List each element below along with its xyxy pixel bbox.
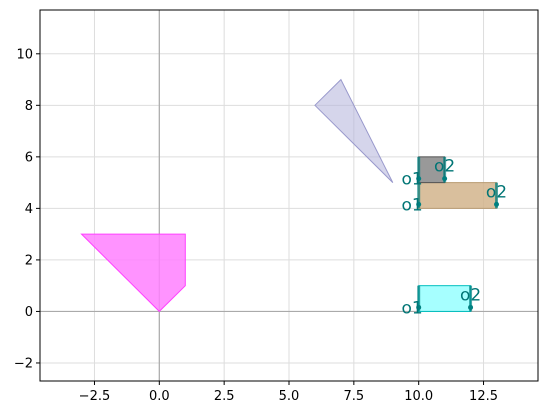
marker-dot bbox=[442, 176, 448, 182]
annotation-label: o1 bbox=[401, 170, 422, 190]
y-tick-label: 6 bbox=[25, 150, 33, 165]
annotation-label: o2 bbox=[460, 286, 481, 306]
marker-dot bbox=[468, 304, 474, 310]
annotation-label: o1 bbox=[401, 195, 422, 215]
annotation-label: o2 bbox=[434, 157, 455, 177]
rect-shape bbox=[418, 285, 472, 312]
shapes bbox=[80, 78, 497, 313]
x-tick-label: 0.0 bbox=[149, 389, 170, 404]
markers bbox=[416, 156, 499, 312]
marker-dot bbox=[416, 176, 422, 182]
marker-dot bbox=[494, 201, 499, 207]
marker-dot bbox=[416, 304, 422, 310]
y-tick-label: 4 bbox=[25, 202, 33, 217]
y-tick-label: 2 bbox=[25, 253, 33, 268]
ticks: −2.5 0.0 2.5 5.0 7.5 10.0 12.5 −2 0 2 4 6 8 10 bbox=[14, 47, 498, 404]
x-tick-label: 7.5 bbox=[344, 389, 365, 404]
rect-shape bbox=[418, 182, 497, 209]
annotation-label: o2 bbox=[486, 183, 507, 203]
annotation-label: o1 bbox=[401, 298, 422, 318]
y-tick-label: −2 bbox=[14, 356, 33, 371]
rect-shape bbox=[418, 156, 446, 184]
y-tick-label: 10 bbox=[16, 47, 33, 62]
x-tick-label: 5.0 bbox=[279, 389, 300, 404]
polygon-shape bbox=[80, 233, 186, 313]
y-tick-label: 0 bbox=[25, 305, 33, 320]
x-tick-label: 2.5 bbox=[214, 389, 235, 404]
marker-dot bbox=[416, 201, 422, 207]
y-tick-label: 8 bbox=[25, 99, 33, 114]
x-tick-label: 10.0 bbox=[404, 389, 433, 404]
x-tick-label: −2.5 bbox=[79, 389, 111, 404]
x-tick-label: 12.5 bbox=[469, 389, 498, 404]
polygon-shape bbox=[314, 78, 394, 183]
annotations: o1 o2 o1 o2 o1 o2 bbox=[401, 157, 507, 319]
